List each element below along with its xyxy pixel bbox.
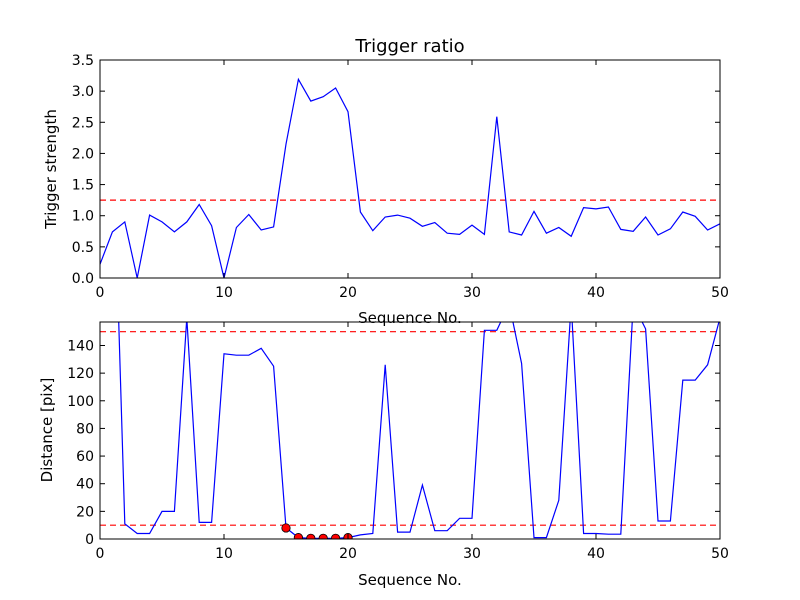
y-axis-label: Distance [pix] [38, 378, 56, 483]
y-tick-label-3: 60 [76, 449, 94, 465]
series-line-0 [118, 322, 720, 539]
y-tick-label-2: 40 [76, 477, 94, 493]
x-tick-label-1: 10 [215, 546, 233, 562]
x-tick-label-5: 50 [711, 546, 729, 562]
y-tick-label-6: 120 [67, 366, 94, 382]
y-axis-label: Trigger strength [42, 109, 60, 230]
y-tick-label-1: 0.5 [72, 240, 94, 256]
y-tick-label-4: 2.0 [72, 146, 94, 162]
y-tick-label-2: 1.0 [72, 209, 94, 225]
x-tick-label-0: 0 [96, 546, 105, 562]
x-tick-label-4: 40 [587, 285, 605, 301]
x-tick-label-2: 20 [339, 285, 357, 301]
scatter-point-2 [306, 533, 316, 539]
x-axis-label: Sequence No. [358, 309, 462, 327]
y-tick-label-1: 20 [76, 504, 94, 520]
x-tick-label-2: 20 [339, 546, 357, 562]
y-tick-label-6: 3.0 [72, 84, 94, 100]
y-tick-label-5: 2.5 [72, 115, 94, 131]
scatter-point-4 [331, 533, 341, 539]
x-tick-label-4: 40 [587, 546, 605, 562]
scatter-point-3 [318, 533, 328, 539]
scatter-point-0 [281, 523, 291, 533]
y-tick-label-0: 0 [85, 532, 94, 548]
x-tick-label-5: 50 [711, 285, 729, 301]
distance-chart: 0 10 20 30 40 50 0 20 40 60 80 100 120 140 Sequence N… [38, 321, 729, 589]
x-tick-label-1: 10 [215, 285, 233, 301]
plot-frame [99, 321, 721, 540]
y-tick-label-0: 0.0 [72, 271, 94, 287]
x-tick-label-3: 30 [463, 285, 481, 301]
y-tick-label-7: 140 [67, 338, 94, 354]
y-tick-label-3: 1.5 [72, 178, 94, 194]
series-line-0 [100, 77, 720, 278]
y-tick-label-7: 3.5 [72, 53, 94, 69]
y-tick-label-5: 100 [67, 394, 94, 410]
x-tick-label-0: 0 [96, 285, 105, 301]
scatter-point-1 [293, 533, 303, 539]
plot-frame [99, 59, 721, 279]
y-tick-label-4: 80 [76, 421, 94, 437]
chart-title: Trigger ratio [354, 36, 464, 57]
x-tick-label-3: 30 [463, 546, 481, 562]
x-axis-label: Sequence No. [358, 571, 462, 589]
